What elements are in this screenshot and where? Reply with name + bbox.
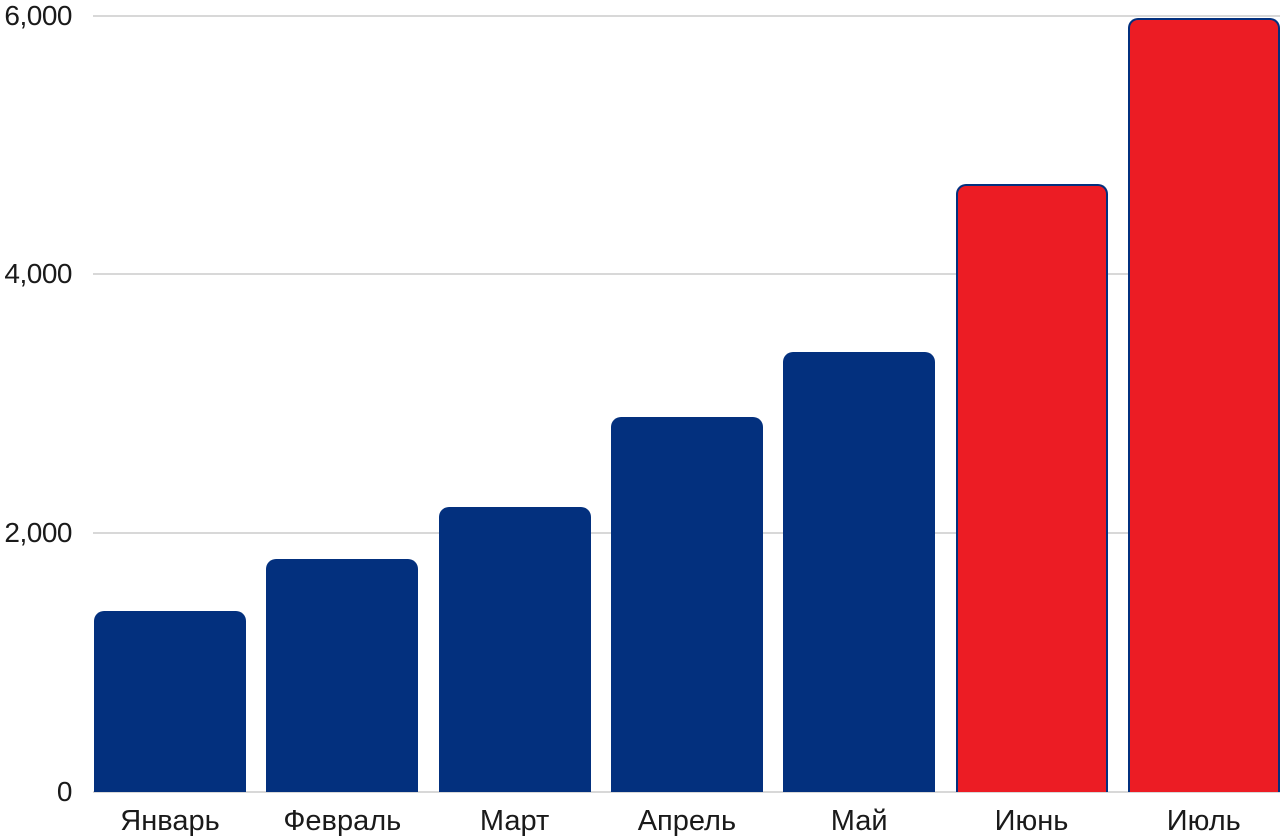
bar-june xyxy=(955,183,1108,792)
gridline-4000 xyxy=(93,273,1280,276)
gridline-0 xyxy=(93,791,1280,793)
y-tick-label-2000: 2,000 xyxy=(4,517,72,549)
y-tick-label-0: 0 xyxy=(56,776,73,807)
gridline-6000 xyxy=(93,14,1280,17)
y-tick-label-4000: 4,000 xyxy=(4,258,72,290)
bar-february xyxy=(266,559,419,792)
bar-march xyxy=(438,507,591,792)
y-tick-label-6000: 6,000 xyxy=(4,0,72,31)
x-tick-label-june: Июнь xyxy=(994,805,1069,837)
x-tick-label-may: Май xyxy=(830,805,888,837)
bar-july xyxy=(1127,18,1280,792)
x-tick-label-january: Январь xyxy=(120,805,220,837)
x-tick-label-april: Апрель xyxy=(637,805,737,837)
bar-january xyxy=(94,610,246,792)
x-tick-label-july: Июль xyxy=(1166,805,1241,837)
bar-may xyxy=(783,351,936,792)
x-tick-label-february: Февраль xyxy=(283,805,402,837)
bar-april xyxy=(610,416,763,792)
x-tick-label-march: Март xyxy=(479,805,550,837)
